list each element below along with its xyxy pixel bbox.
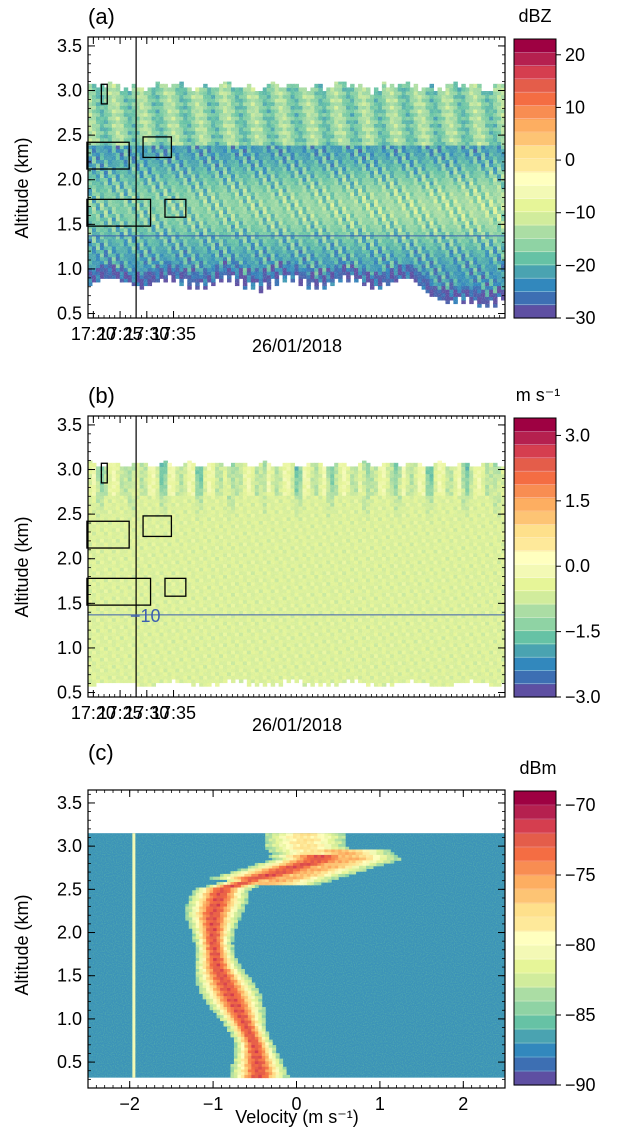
panel-a-heatmap <box>88 37 506 318</box>
panel-a-reflectivity: 17:2017:2517:3017:350.51.01.52.02.53.03.… <box>12 4 596 356</box>
